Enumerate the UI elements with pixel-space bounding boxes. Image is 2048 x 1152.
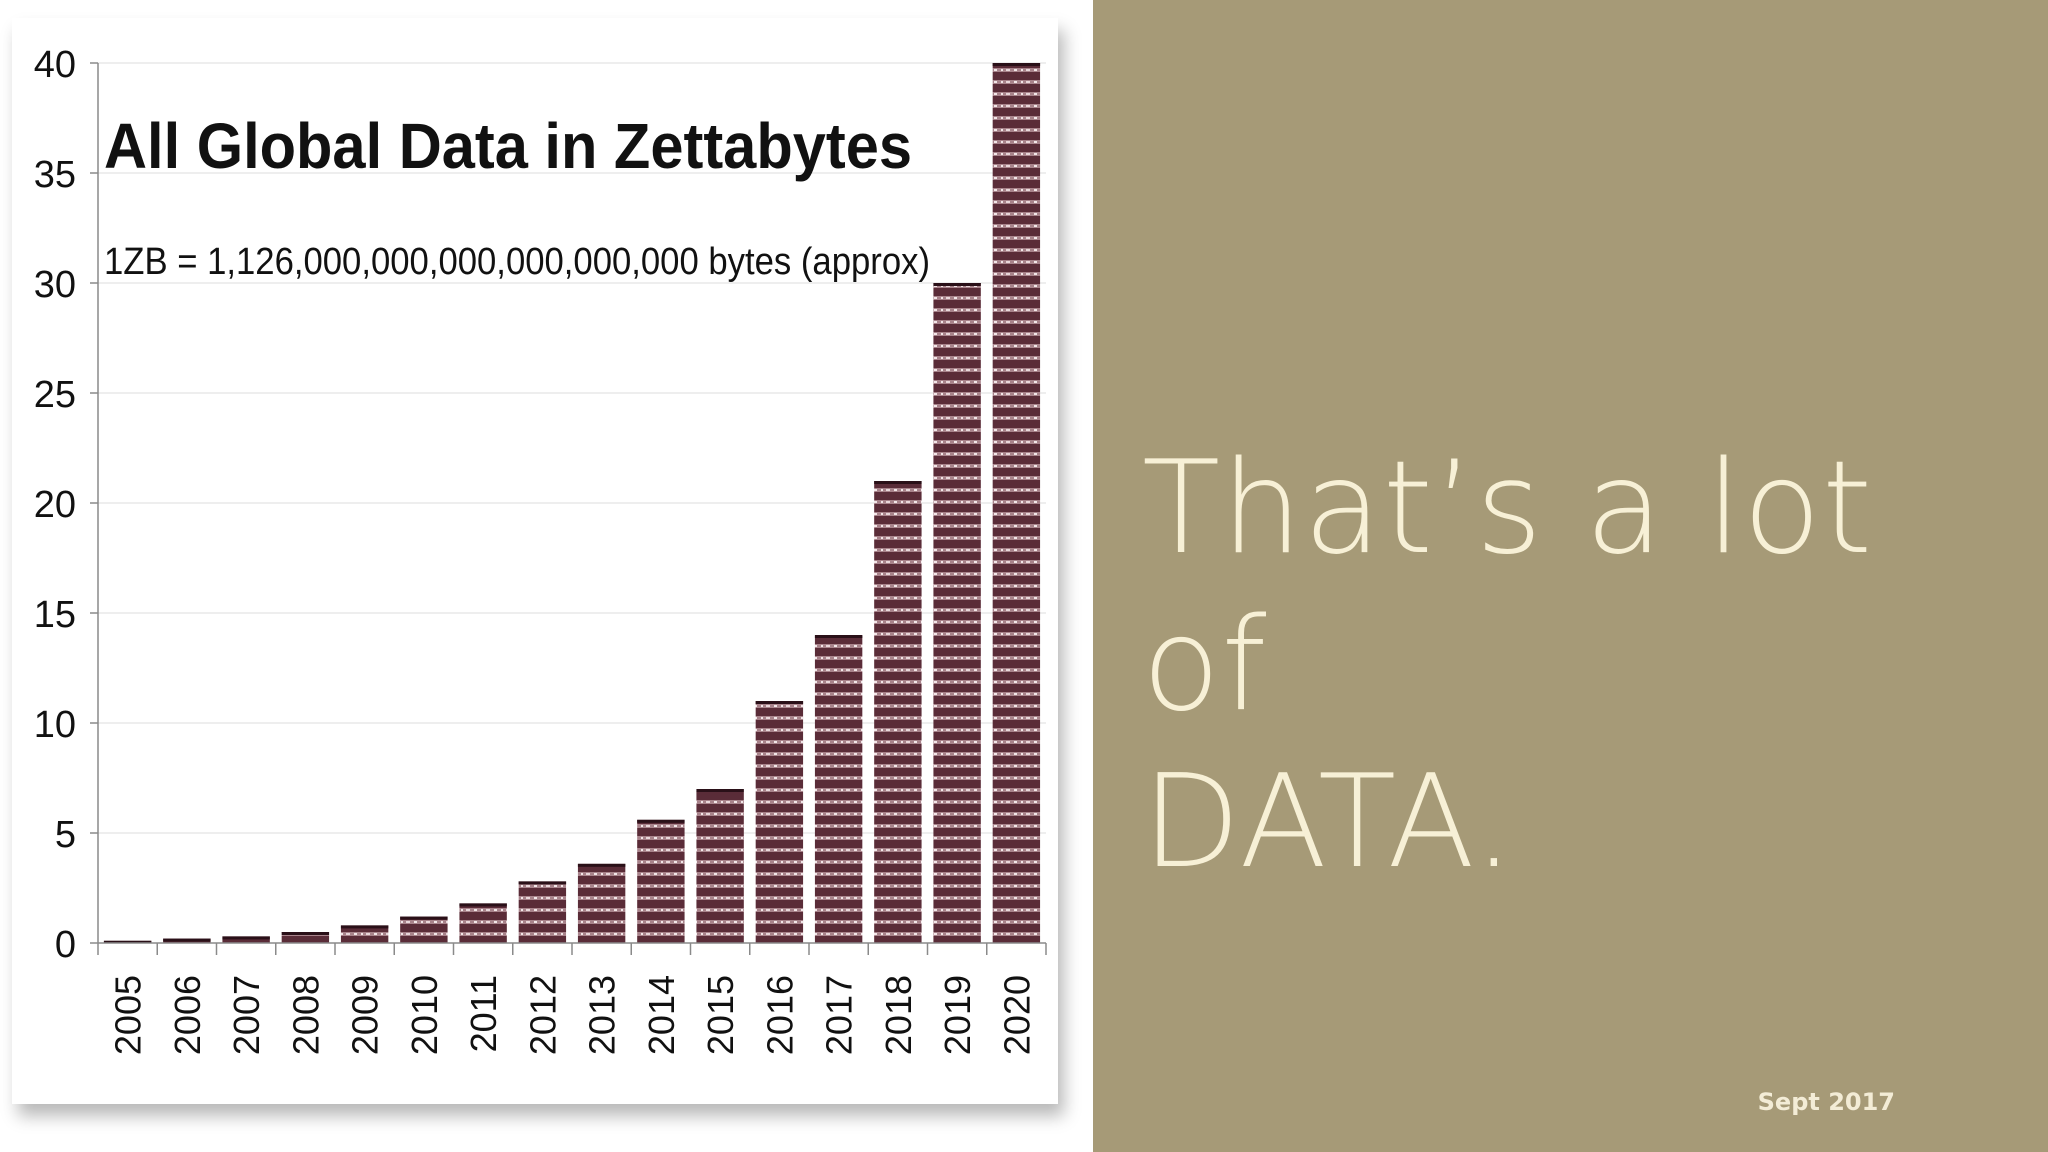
y-tick-label: 0 [55, 924, 76, 966]
y-tick-label: 25 [34, 374, 76, 416]
bar-top-edge [696, 789, 744, 792]
x-tick-label: 2007 [226, 975, 267, 1055]
y-tick-label: 35 [34, 154, 76, 196]
bar-top-edge [874, 481, 922, 484]
x-tick-label: 2009 [345, 975, 386, 1055]
x-tick-label: 2013 [582, 975, 623, 1055]
bar-top-edge [992, 63, 1041, 66]
bar-chart: 0 5 10 15 20 25 30 35 40 2005 2006 2007 2008 2009 201… [34, 44, 1047, 1055]
bar-top-edge [103, 940, 152, 943]
y-tick-label: 40 [34, 44, 76, 86]
chart-title: All Global Data in Zettabytes [104, 110, 912, 182]
y-tick-label: 30 [34, 264, 76, 306]
bar-top-edge [163, 938, 211, 942]
bar-top-edge [933, 283, 981, 286]
bar-2011 [459, 903, 507, 943]
headline: That’s a lot of DATA. [1142, 430, 2002, 901]
bar-2009 [340, 925, 389, 943]
bar-2019 [933, 283, 981, 943]
headline-line-2: DATA. [1142, 748, 1516, 897]
bars [103, 63, 1041, 943]
right-panel [1093, 0, 2048, 1152]
bar-top-edge [637, 819, 685, 823]
bar-top-edge [459, 903, 507, 907]
bar-2018 [874, 481, 922, 943]
x-tick-label: 2017 [819, 975, 860, 1055]
y-tick-labels: 0 5 10 15 20 25 30 35 40 [34, 44, 76, 966]
x-tick-label: 2006 [167, 975, 208, 1055]
bar-2015 [696, 789, 744, 943]
bar-2007 [222, 936, 270, 943]
x-tick-label: 2015 [700, 975, 741, 1055]
bar-2012 [518, 881, 567, 943]
x-tick-label: 2016 [759, 975, 800, 1055]
date-label: Sept 2017 [1757, 1088, 1895, 1116]
bar-2010 [400, 916, 448, 943]
bar-top-edge [814, 635, 863, 638]
bar-2008 [281, 932, 330, 943]
bar-2020 [992, 63, 1041, 943]
bar-top-edge [577, 863, 626, 867]
x-tick-label: 2012 [522, 975, 563, 1055]
bar-top-edge [222, 936, 270, 940]
y-tick-label: 10 [34, 704, 76, 746]
x-tick-label: 2014 [641, 975, 682, 1055]
grid-lines [98, 62, 1046, 834]
y-tick-label: 20 [34, 484, 76, 526]
x-tick-label: 2010 [404, 975, 445, 1055]
x-tick-label: 2011 [463, 975, 504, 1052]
bar-top-edge [340, 925, 389, 929]
x-tick-label: 2005 [108, 975, 149, 1055]
x-tick-label: 2019 [937, 975, 978, 1055]
x-tick-label: 2018 [878, 975, 919, 1055]
chart-subtitle: 1ZB = 1,126,000,000,000,000,000,000 byte… [104, 241, 930, 283]
bar-2014 [637, 819, 685, 943]
bar-top-edge [281, 932, 330, 935]
x-tick-labels: 2005 2006 2007 2008 2009 2010 2011 2012 2013 2014… [108, 975, 1038, 1055]
axes [90, 62, 1047, 955]
headline-line-1: That’s a lot of [1142, 434, 1874, 740]
bar-top-edge [518, 881, 567, 885]
bar-2013 [577, 863, 626, 943]
bar-top-edge [755, 701, 804, 704]
chart-card: 0 5 10 15 20 25 30 35 40 2005 2006 2007 2008 2009 201… [12, 18, 1058, 1104]
bar-2016 [755, 701, 804, 943]
x-tick-label: 2020 [996, 975, 1037, 1055]
bar-2017 [814, 635, 863, 943]
bar-top-edge [400, 916, 448, 920]
y-tick-label: 15 [34, 594, 76, 636]
x-tick-label: 2008 [285, 975, 326, 1055]
y-tick-label: 5 [55, 814, 76, 856]
